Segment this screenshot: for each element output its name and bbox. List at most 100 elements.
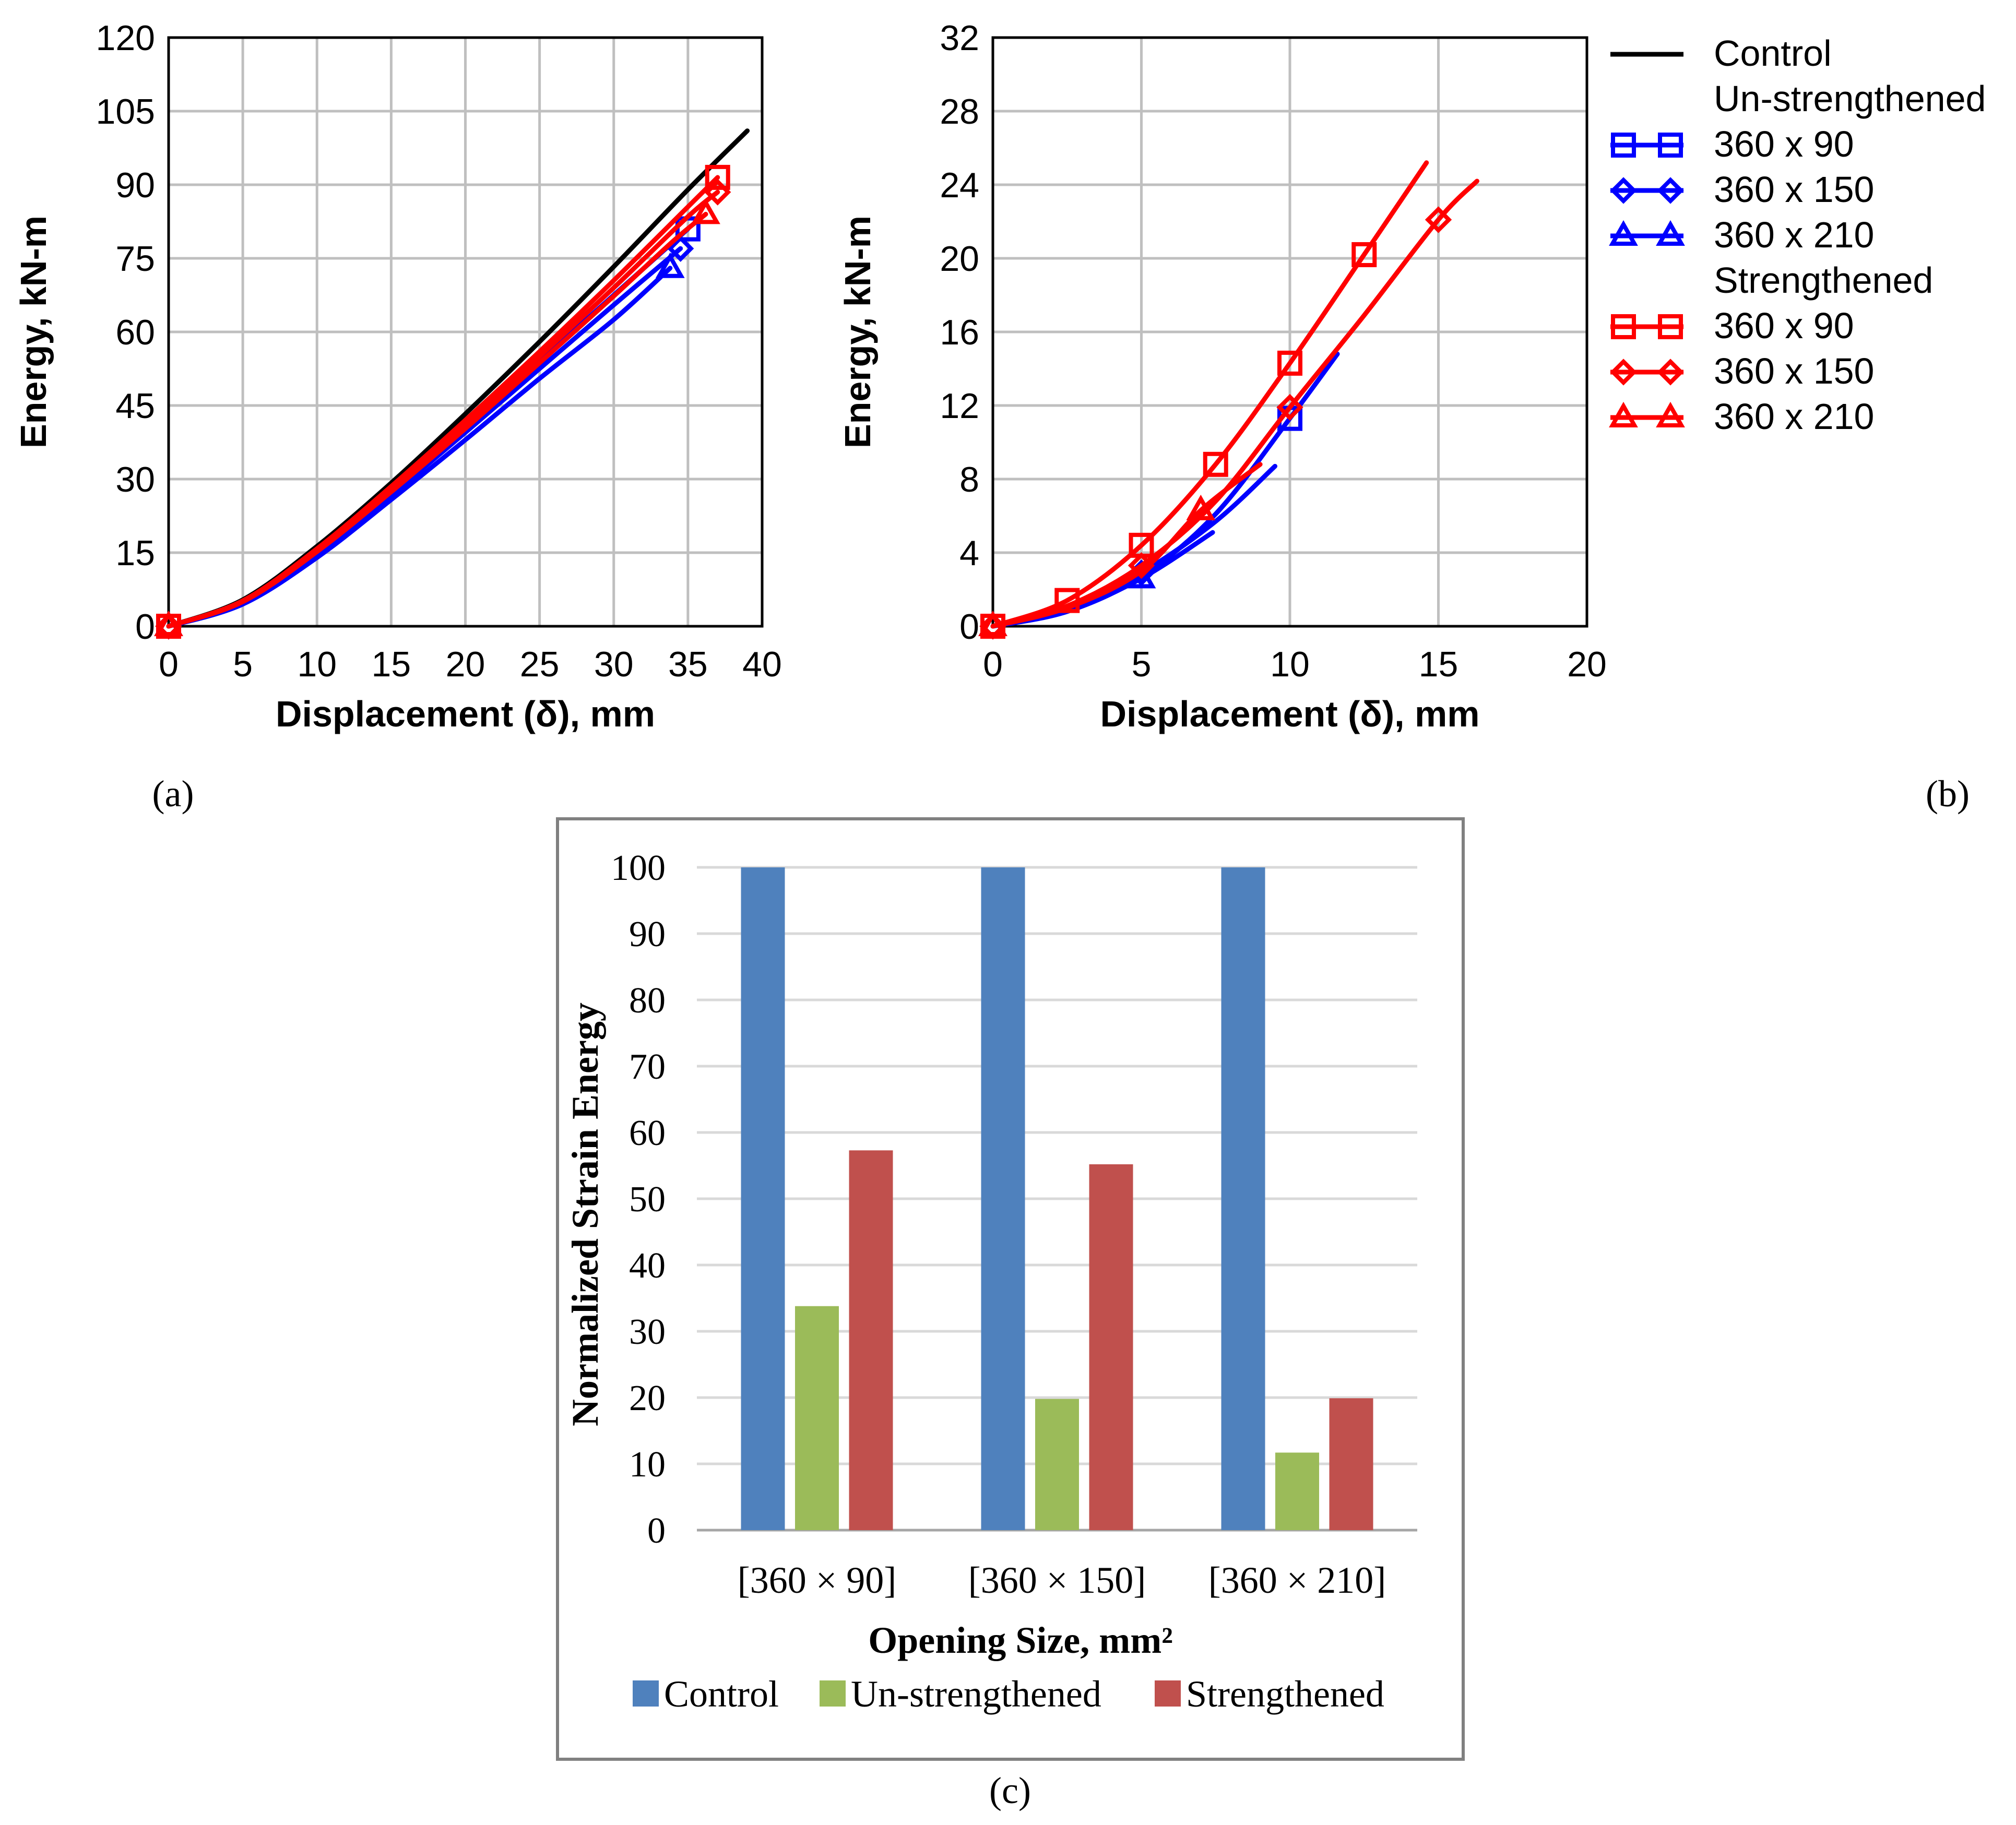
x-tick-label: [360 × 210] <box>1208 1559 1386 1601</box>
y-tick-label: 12 <box>940 386 979 426</box>
legend-label: 360 x 90 <box>1714 305 1854 346</box>
data-marker-triangle <box>154 610 183 636</box>
legend-marker <box>1657 177 1684 204</box>
y-tick-label: 15 <box>115 533 155 573</box>
x-tick-label: 10 <box>297 645 337 684</box>
y-tick-label: 100 <box>611 848 666 888</box>
series-line-3 <box>990 160 1429 629</box>
legend-marker <box>1611 133 1636 158</box>
series-line-0 <box>990 351 1340 629</box>
legend: Control Un-strengthened Strengthened <box>633 1673 1384 1715</box>
series-line-6 <box>166 211 708 629</box>
x-tick-label: 15 <box>1419 645 1458 684</box>
y-tick-label: 10 <box>629 1445 666 1485</box>
x-axis-label: Opening Size, mm² <box>868 1619 1173 1661</box>
data-marker-diamond <box>704 178 731 206</box>
data-marker-triangle <box>978 610 1007 636</box>
series-group <box>154 128 750 640</box>
y-tick-label: 32 <box>940 18 979 58</box>
data-marker-square <box>705 164 730 190</box>
x-tick-label: [360 × 150] <box>968 1559 1146 1601</box>
tick-labels: 0 15 30 45 60 75 90 105 120 0 5 10 15 20 25 30 35 40 <box>96 18 782 684</box>
data-marker-diamond <box>667 235 694 262</box>
panel-label: (c) <box>989 1770 1031 1811</box>
y-tick-label: 40 <box>629 1246 666 1286</box>
legend-marker <box>1609 220 1638 246</box>
legend-entry: 360 x 150 <box>1610 351 1874 391</box>
bar-un-strengthened <box>1035 1399 1079 1530</box>
legend-label: 360 x 150 <box>1714 351 1874 391</box>
y-tick-label: 60 <box>115 313 155 352</box>
series-line-3 <box>166 266 673 629</box>
y-tick-label: 0 <box>647 1511 666 1551</box>
bar-un-strengthened <box>1275 1452 1319 1530</box>
data-marker-square <box>1351 242 1377 267</box>
x-tick-label: 5 <box>233 645 253 684</box>
data-marker-square <box>1277 350 1302 376</box>
data-marker-diamond <box>1425 206 1452 233</box>
bars <box>741 867 1373 1530</box>
bar-control <box>1221 867 1265 1530</box>
y-tick-label: 16 <box>940 313 979 352</box>
legend-entry: 360 x 210 <box>1609 214 1874 255</box>
chart-a: 0 15 30 45 60 75 90 105 120 0 5 10 15 20 25 30 35 40 Displ… <box>13 18 782 815</box>
y-tick-label: 28 <box>940 92 979 132</box>
legend-swatch <box>1155 1680 1181 1707</box>
y-tick-label: 0 <box>959 607 979 647</box>
gridlines <box>167 36 764 628</box>
y-tick-label: 8 <box>959 460 979 499</box>
legend-marker <box>1609 401 1638 427</box>
data-marker-diamond <box>1276 393 1303 421</box>
legend-entry: 360 x 90 <box>1610 305 1854 346</box>
chart-frame <box>556 817 1465 1761</box>
legend-label: 360 x 150 <box>1714 169 1874 210</box>
plot-border <box>991 36 1588 628</box>
x-tick-label: 30 <box>594 645 634 684</box>
legend-label: Strengthened <box>1714 260 1933 301</box>
legend-entry: 360 x 210 <box>1609 396 1874 437</box>
x-axis-label: Displacement (δ), mm <box>276 694 655 734</box>
y-tick-label: 120 <box>96 18 155 58</box>
legend-label: Un-strengthened <box>851 1673 1101 1715</box>
bar-strengthened <box>1089 1164 1133 1530</box>
legend-marker <box>1656 401 1685 427</box>
bar-control <box>981 867 1025 1530</box>
series-line-1 <box>990 463 1278 629</box>
legend-entry: Control <box>633 1673 779 1715</box>
legend-label: 360 x 90 <box>1714 124 1854 164</box>
y-tick-label: 50 <box>629 1179 666 1220</box>
plot-border <box>167 36 764 628</box>
legend-marker <box>1656 220 1685 246</box>
y-tick-label: 45 <box>115 386 155 426</box>
legend-label: Un-strengthened <box>1714 78 1986 119</box>
chart-b: 0 4 8 12 16 20 24 28 32 0 5 10 15 20 Displacement (δ),… <box>837 18 1970 815</box>
x-tick-label: 20 <box>446 645 485 684</box>
panel-label: (b) <box>1926 773 1970 815</box>
legend-marker <box>1658 314 1683 339</box>
panel-label: (a) <box>152 773 194 815</box>
x-tick-label: 5 <box>1132 645 1152 684</box>
legend-entry: Strengthened <box>1155 1673 1384 1715</box>
legend-label: 360 x 210 <box>1714 214 1874 255</box>
x-tick-label: 0 <box>983 645 1003 684</box>
y-axis-label: Energy, kN-m <box>837 216 878 448</box>
bar-un-strengthened <box>795 1306 839 1530</box>
series-group <box>978 160 1479 640</box>
x-tick-label: 0 <box>159 645 179 684</box>
bar-strengthened <box>849 1150 893 1530</box>
chart-c: 0 10 20 30 40 50 60 70 80 90 100 [360 × 90] [360 × 1… <box>556 817 1465 1811</box>
legend-marker <box>1610 359 1637 386</box>
y-tick-label: 0 <box>135 607 155 647</box>
x-tick-label: 15 <box>372 645 411 684</box>
series-line-5 <box>990 462 1263 629</box>
y-tick-label: 24 <box>940 165 979 205</box>
tick-labels: 0 4 8 12 16 20 24 28 32 0 5 10 15 20 <box>940 18 1606 684</box>
y-tick-label: 20 <box>629 1378 666 1418</box>
legend-entry: Control <box>1610 33 1832 74</box>
y-tick-label: 75 <box>115 239 155 279</box>
data-marker-triangle <box>1186 494 1216 520</box>
y-axis-label: Energy, kN-m <box>13 216 54 448</box>
x-tick-label: 25 <box>520 645 560 684</box>
